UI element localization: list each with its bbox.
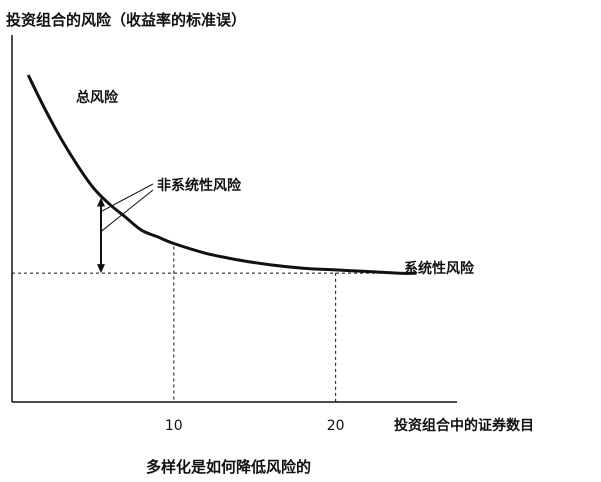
unsystematic-risk-leader-lower (100, 189, 154, 232)
x-tick-labels: 10 20 (165, 418, 345, 434)
unsystematic-risk-leader-upper (100, 183, 154, 213)
x-tick-label: 20 (327, 418, 345, 434)
arrow-head-down (97, 264, 105, 274)
arrow-head-up (97, 197, 105, 207)
y-axis-label: 投资组合的风险（收益率的标准误） (6, 11, 246, 29)
x-tick-dashed-lines (173, 246, 337, 402)
x-axis-label: 投资组合中的证券数目 (394, 417, 534, 434)
chart-caption: 多样化是如何降低风险的 (146, 458, 311, 476)
total-risk-curve (26, 74, 417, 275)
total-risk-label: 总风险 (76, 89, 119, 106)
x-tick-label: 10 (165, 418, 183, 434)
unsystematic-risk-arrow (97, 197, 105, 274)
unsystematic-risk-label: 非系统性风险 (157, 177, 242, 194)
systematic-risk-label: 系统性风险 (404, 260, 475, 277)
